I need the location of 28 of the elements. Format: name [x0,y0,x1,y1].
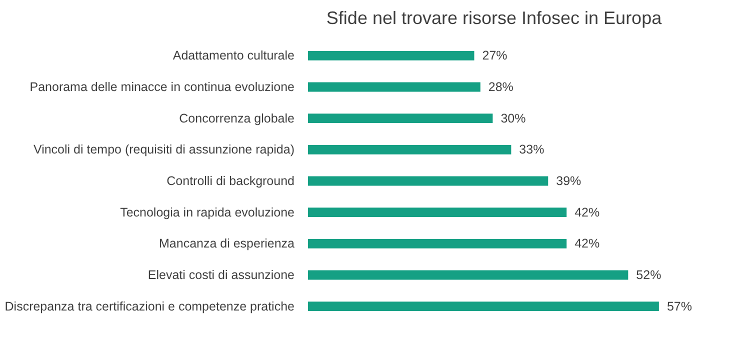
y-tick-label: Discrepanza tra certificazioni e competenze pratiche [4,299,295,314]
y-tick-label: Elevati costi di assunzione [148,268,295,282]
bar [308,302,659,312]
data-label: 27% [482,48,508,63]
y-tick-label: Vincoli di tempo (requisiti di assunzione rapida) [33,142,294,157]
data-label: 42% [574,205,600,220]
y-tick-label: Mancanza di esperienza [159,236,295,251]
y-tick-label: Panorama delle minacce in continua evoluzione [30,80,295,94]
bar [308,114,493,124]
data-label: 42% [574,236,600,251]
y-tick-label: Adattamento culturale [172,48,295,63]
data-label: 39% [556,174,582,188]
data-label: 30% [500,111,526,126]
bar [308,82,480,92]
y-tick-label: Controlli di background [166,174,295,188]
bar [308,208,567,218]
bar [308,144,512,154]
y-tick-label: Tecnologia in rapida evoluzione [120,205,295,220]
y-tick-label: Concorrenza globale [179,111,295,126]
data-label: 28% [488,80,514,94]
bar [308,50,474,60]
bar [308,176,548,186]
bar [308,238,567,248]
data-label: 33% [519,142,544,157]
bar [308,270,628,280]
data-label: 57% [666,299,692,314]
chart-title: Sfide nel trovare risorse Infosec in Europa [326,8,663,28]
data-label: 52% [636,268,662,282]
